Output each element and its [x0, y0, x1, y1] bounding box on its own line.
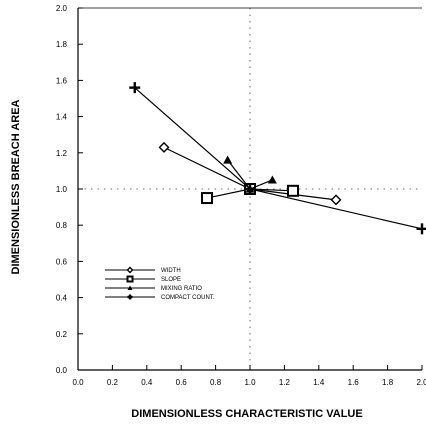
x-axis-title: DIMENSIONLESS CHARACTERISTIC VALUE [131, 408, 362, 420]
x-tick-label: 1.2 [279, 378, 291, 387]
y-tick-label: 1.6 [56, 76, 68, 85]
y-axis-title: DIMENSIONLESS BREACH AREA [10, 99, 22, 274]
x-tick-label: 1.8 [382, 378, 394, 387]
y-tick-label: 2.0 [56, 4, 68, 13]
y-tick-label: 0.4 [56, 294, 68, 303]
y-tick-label: 1.0 [56, 185, 68, 194]
legend-marker-compact-count [127, 294, 133, 300]
y-tick-label: 0.8 [56, 221, 68, 230]
y-tick-label: 0.0 [56, 366, 68, 375]
data-point-slope [201, 192, 213, 205]
data-point-compact-count [244, 183, 256, 195]
series-layer [129, 82, 426, 235]
legend-item-mixing-ratio: MIXING RATIO [105, 285, 202, 292]
data-point-mixing-ratio [267, 175, 277, 184]
x-tick-label: 0.2 [107, 378, 119, 387]
x-tick-label: 1.6 [348, 378, 360, 387]
legend-marker-slope [126, 275, 134, 283]
y-tick-label: 1.8 [56, 40, 68, 49]
data-point-width [330, 194, 342, 206]
legend: WIDTH SLOPE MIXING RATIO COMPACT COUNT. [105, 266, 215, 301]
series-line-compact-count [134, 87, 423, 230]
data-point-compact-count [129, 82, 141, 94]
x-tick-label: 0.0 [72, 378, 84, 387]
data-point-compact-count [416, 223, 426, 235]
legend-item-compact-count: COMPACT COUNT. [105, 294, 215, 301]
legend-label: COMPACT COUNT. [161, 295, 215, 301]
reference-lines [78, 8, 422, 370]
x-tick-label: 0.4 [141, 378, 153, 387]
data-point-slope [287, 184, 299, 197]
x-tick-label: 1.0 [244, 378, 256, 387]
y-tick-label: 1.2 [56, 149, 68, 158]
legend-label: MIXING RATIO [161, 286, 202, 292]
y-tick-label: 0.6 [56, 257, 68, 266]
x-tick-label: 2.0 [416, 378, 426, 387]
legend-label: WIDTH [161, 268, 181, 274]
x-tick-label: 1.4 [313, 378, 325, 387]
data-point-width [158, 141, 170, 153]
legend-label: SLOPE [161, 277, 181, 283]
legend-item-width: WIDTH [105, 266, 181, 274]
legend-marker-mixing-ratio [127, 285, 133, 290]
data-point-mixing-ratio [223, 155, 233, 164]
series-compact-count [129, 82, 426, 235]
y-tick-label: 0.2 [56, 330, 68, 339]
y-tick-label: 1.4 [56, 113, 68, 122]
legend-item-slope: SLOPE [105, 275, 181, 283]
ticks: 0.0 0.2 0.4 0.6 0.8 1.0 1.2 1.4 1.6 1.8 2.0 0.0 0.2 0… [56, 4, 426, 387]
x-tick-label: 0.6 [176, 378, 188, 387]
legend-marker-width [126, 266, 134, 274]
x-tick-label: 0.8 [210, 378, 222, 387]
